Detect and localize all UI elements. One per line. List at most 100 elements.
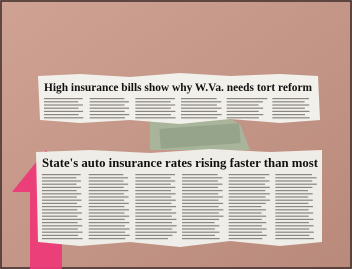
text-line [227, 98, 268, 99]
text-line [181, 108, 221, 109]
text-line [229, 174, 270, 175]
text-line [135, 232, 176, 233]
text-line [227, 111, 259, 112]
text-line [229, 206, 262, 207]
text-line [275, 206, 313, 207]
text-line [89, 222, 130, 223]
text-line [182, 180, 218, 181]
text-line [90, 108, 129, 109]
text-line [89, 209, 129, 210]
text-line [42, 228, 78, 229]
text-line [135, 184, 170, 185]
text-line [42, 174, 81, 175]
text-line [275, 200, 312, 201]
text-line [89, 228, 130, 229]
text-line [227, 104, 259, 105]
text-line [272, 98, 309, 99]
text-line [90, 101, 129, 102]
text-line [275, 193, 312, 194]
text-line [44, 104, 83, 105]
text-line [42, 177, 76, 178]
text-line [90, 114, 130, 115]
text-line [90, 98, 125, 99]
text-line [89, 216, 129, 217]
text-line [229, 238, 263, 239]
text-line [182, 222, 215, 223]
text-line [182, 200, 218, 201]
text-line [42, 190, 77, 191]
text-line [135, 114, 171, 115]
text-line [135, 177, 170, 178]
text-line [275, 184, 316, 185]
text-line [182, 225, 219, 226]
text-line [42, 235, 78, 236]
text-line [275, 232, 313, 233]
text-line [90, 104, 125, 105]
text-line [89, 180, 124, 181]
text-line [181, 114, 222, 115]
text-line [89, 200, 124, 201]
text-line [42, 180, 81, 181]
text-line [42, 222, 78, 223]
text-line [229, 225, 262, 226]
text-line [135, 209, 171, 210]
text-line [135, 203, 171, 204]
text-line [229, 184, 265, 185]
text-line [42, 203, 77, 204]
text-line [182, 184, 222, 185]
text-line [42, 193, 81, 194]
text-line [229, 209, 266, 210]
text-line [181, 98, 217, 99]
text-line [272, 111, 309, 112]
text-line [135, 104, 175, 105]
text-line [181, 104, 217, 105]
text-line [44, 114, 79, 115]
text-line [89, 196, 129, 197]
text-line [272, 101, 304, 102]
text-line [182, 196, 223, 197]
text-line [182, 209, 223, 210]
text-line [135, 228, 172, 229]
text-line [135, 108, 170, 109]
text-line [89, 235, 130, 236]
text-line [182, 235, 215, 236]
text-line [182, 219, 219, 220]
text-line [89, 187, 124, 188]
text-line [275, 219, 313, 220]
text-line [42, 184, 76, 185]
text-line [182, 187, 218, 188]
text-line [135, 101, 170, 102]
text-line [44, 101, 78, 102]
text-line [275, 190, 308, 191]
text-line [275, 209, 308, 210]
text-line [182, 203, 223, 204]
text-line [275, 180, 312, 181]
text-line [135, 219, 176, 220]
text-line [182, 212, 219, 213]
text-line [89, 203, 129, 204]
text-line [275, 238, 314, 239]
text-line [182, 190, 223, 191]
text-line [89, 232, 125, 233]
text-line [275, 235, 309, 236]
text-line [275, 203, 308, 204]
text-line [135, 111, 175, 112]
text-line [42, 209, 77, 210]
text-line [229, 180, 270, 181]
text-line [44, 98, 83, 99]
text-line [182, 228, 215, 229]
text-line [89, 174, 124, 175]
text-line [135, 98, 175, 99]
text-line [89, 219, 125, 220]
headline: High insurance bills show why W.Va. need… [44, 80, 312, 94]
headline: State's auto insurance rates rising fast… [42, 156, 319, 170]
text-line [272, 104, 309, 105]
text-line [42, 238, 83, 239]
text-line [135, 174, 175, 175]
text-line [275, 225, 313, 226]
text-line [89, 238, 126, 239]
text-line [272, 108, 304, 109]
text-line [275, 174, 312, 175]
text-line [135, 206, 176, 207]
text-line [181, 111, 217, 112]
